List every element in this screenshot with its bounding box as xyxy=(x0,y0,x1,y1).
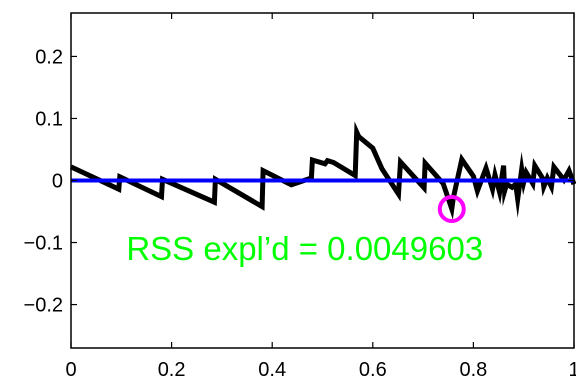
x-tick-label: 0.4 xyxy=(258,359,286,379)
y-tick-label: 0 xyxy=(52,171,63,193)
y-tick-label: −0.1 xyxy=(24,233,63,255)
x-tick-label: 0.8 xyxy=(459,359,487,379)
rss-annotation: RSS expl’d = 0.0049603 xyxy=(126,230,483,267)
y-axis: 0.2 0.1 0 −0.1 −0.2 xyxy=(24,46,574,317)
marker-layer xyxy=(437,195,466,224)
y-tick-label: 0.2 xyxy=(35,46,63,68)
x-tick-label: 0.2 xyxy=(158,359,186,379)
y-tick-label: 0.1 xyxy=(35,108,63,130)
x-tick-label: 0.6 xyxy=(359,359,387,379)
x-tick-label: 1 xyxy=(568,359,576,379)
selected-point-marker xyxy=(437,195,466,224)
x-tick-label: 0 xyxy=(65,359,76,379)
y-tick-label: −0.2 xyxy=(24,295,63,317)
x-axis: 0 0.2 0.4 0.6 0.8 1 xyxy=(65,13,576,379)
